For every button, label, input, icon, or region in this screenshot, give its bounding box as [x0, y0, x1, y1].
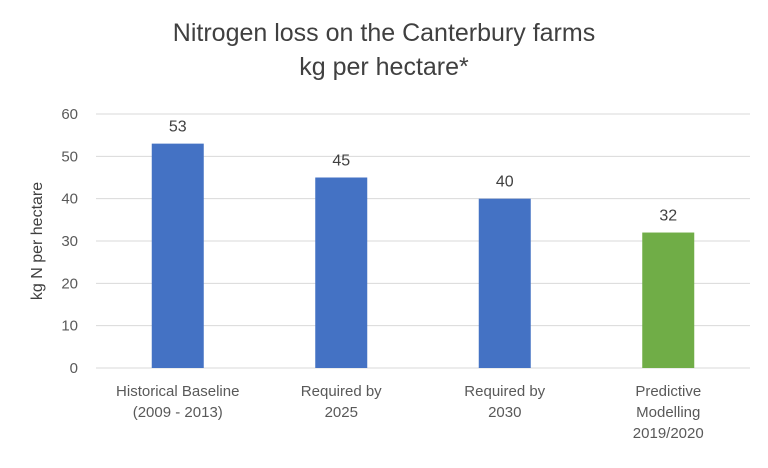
data-label-3: 32: [659, 208, 677, 225]
y-axis-title: kg N per hectare: [29, 182, 46, 300]
x-tick-label-line: Predictive: [635, 383, 701, 400]
chart-subtitle: kg per hectare*: [299, 53, 469, 81]
y-tick-label-0: 0: [70, 360, 78, 377]
bar-0: [151, 143, 204, 368]
x-tick-label-3: Predictive Modelling 2019/2020: [633, 383, 704, 442]
x-tick-label-line: 2030: [488, 404, 521, 421]
chart-title-block: Nitrogen loss on the Canterbury farms kg…: [0, 16, 768, 84]
y-tick-label-60: 60: [61, 106, 78, 123]
x-tick-label-2: Required by 2030: [464, 383, 545, 421]
y-tick-label-50: 50: [61, 148, 78, 165]
x-tick-label-line: Required by: [464, 383, 545, 400]
data-label-0: 53: [169, 119, 187, 136]
x-tick-label-0: Historical Baseline (2009 - 2013): [116, 383, 239, 421]
y-tick-label-30: 30: [61, 233, 78, 250]
x-tick-label-line: Required by: [301, 383, 382, 400]
x-tick-label-line: 2025: [325, 404, 358, 421]
y-tick-label-40: 40: [61, 191, 78, 208]
y-tick-label-20: 20: [61, 275, 78, 292]
data-label-2: 40: [496, 174, 514, 191]
x-tick-label-line: (2009 - 2013): [133, 404, 223, 421]
chart-title: Nitrogen loss on the Canterbury farms: [172, 19, 596, 47]
x-tick-label-1: Required by 2025: [301, 383, 382, 421]
bar-1: [315, 177, 368, 368]
y-tick-label-10: 10: [61, 318, 78, 335]
x-tick-label-line: Modelling: [636, 404, 700, 421]
x-tick-label-line: Historical Baseline: [116, 383, 239, 400]
bar-3: [642, 232, 695, 368]
x-tick-label-line: 2019/2020: [633, 425, 704, 442]
data-label-1: 45: [332, 153, 350, 170]
bar-2: [478, 198, 531, 368]
